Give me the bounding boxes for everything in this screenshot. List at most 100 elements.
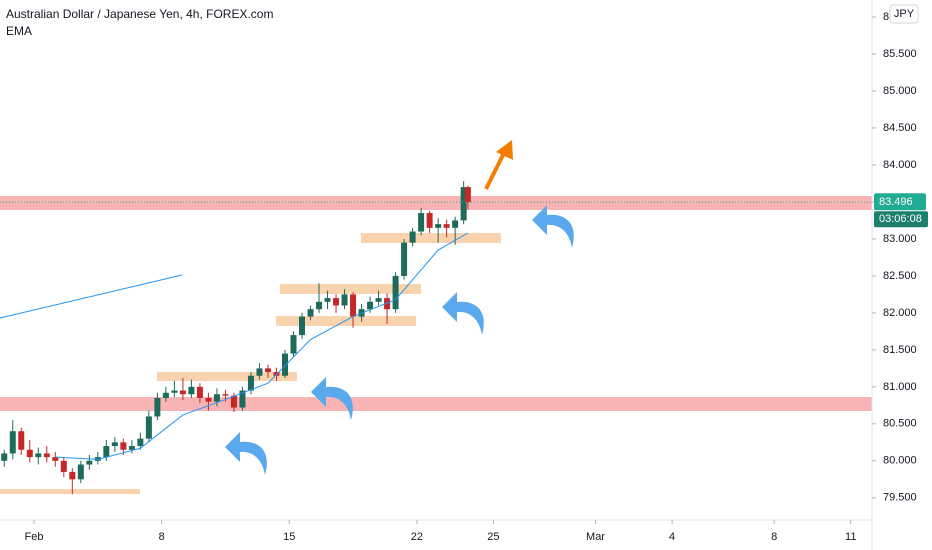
candle-body	[281, 353, 288, 376]
candle-body	[460, 187, 467, 221]
y-tick-label: 80.000	[883, 455, 917, 467]
support-zone	[0, 397, 872, 411]
candle-body	[384, 298, 391, 310]
candle-body	[188, 386, 195, 395]
y-tick-label: 79.500	[883, 492, 917, 504]
candle-body	[86, 460, 93, 465]
candle-body	[171, 390, 178, 393]
curved-arrow	[311, 377, 353, 420]
resistance-zone	[0, 196, 872, 210]
candle-body	[162, 392, 169, 398]
up-arrow	[484, 152, 506, 190]
candle-body	[18, 431, 25, 450]
candle-body	[196, 386, 203, 398]
curved-arrow	[225, 432, 267, 475]
candle-body	[401, 242, 408, 276]
candle-body	[179, 390, 186, 395]
up-arrow-head	[496, 140, 513, 160]
candle-body	[239, 390, 246, 408]
candle-body	[137, 438, 144, 447]
candle-body	[26, 449, 33, 458]
y-tick-label: 85.000	[883, 85, 917, 97]
candle-body	[69, 471, 76, 480]
candle-body	[409, 231, 416, 243]
candle-body	[256, 368, 263, 376]
ema-line	[55, 232, 469, 460]
last-price-label: 83.496	[879, 196, 913, 208]
y-tick-label: 81.500	[883, 344, 917, 356]
candle-body	[205, 397, 212, 402]
candle-body	[350, 294, 357, 317]
candle-body	[128, 446, 135, 450]
y-tick-label: 83.000	[883, 233, 917, 245]
drawings	[0, 140, 872, 494]
candle-body	[222, 394, 229, 396]
candle-body	[9, 431, 16, 454]
x-tick-label: 8	[159, 531, 165, 543]
candle-body	[341, 294, 348, 306]
x-tick-label: 8	[771, 531, 777, 543]
range-box	[0, 489, 140, 494]
candle-body	[103, 446, 110, 458]
countdown-box	[874, 211, 928, 228]
candle-body	[1, 453, 8, 461]
curved-arrow	[532, 205, 574, 248]
currency-label: JPY	[894, 8, 915, 20]
candle-body	[120, 442, 127, 450]
range-box	[280, 284, 421, 294]
last-price-box	[874, 193, 926, 211]
y-tick-label: 80.500	[883, 418, 917, 430]
x-tick-label: 22	[411, 531, 423, 543]
y-tick-label: 81.000	[883, 381, 917, 393]
candle-body	[418, 213, 425, 232]
y-tick-label: 84.500	[883, 122, 917, 134]
candle-body	[307, 309, 314, 317]
range-box	[276, 316, 416, 326]
candle-body	[333, 298, 340, 306]
candle-body	[154, 397, 161, 417]
countdown-label: 03:06:08	[879, 213, 922, 225]
range-box	[157, 372, 297, 381]
x-tick-label: Feb	[25, 531, 44, 543]
candle-body	[35, 453, 42, 458]
y-tick-label: 85.500	[883, 48, 917, 60]
x-tick-label: 11	[845, 531, 856, 543]
candle-body	[60, 460, 67, 472]
candle-body	[230, 395, 237, 408]
range-box	[361, 233, 501, 243]
y-tick-label: 84.000	[883, 159, 917, 171]
candle-body	[316, 301, 323, 310]
y-tick-label: 82.500	[883, 270, 917, 282]
candle-body	[264, 368, 271, 373]
candle-body	[367, 301, 374, 310]
candle-body	[247, 375, 254, 391]
y-tick-label: 82.000	[883, 307, 917, 319]
curved-arrow	[442, 292, 484, 335]
candle-body	[452, 220, 459, 228]
x-tick-label: Mar	[586, 531, 605, 543]
candle-body	[111, 442, 118, 447]
arrows	[225, 205, 574, 475]
currency-button[interactable]	[889, 4, 919, 24]
candle-body	[43, 453, 50, 458]
chart-title: Australian Dollar / Japanese Yen, 4h, FO…	[6, 7, 273, 21]
candle-body	[375, 298, 382, 302]
x-tick-label: 25	[487, 531, 499, 543]
trend-line	[0, 274, 183, 319]
candle-body	[145, 416, 152, 439]
candle-body	[52, 457, 59, 461]
candle-body	[324, 298, 331, 302]
candle-body	[77, 464, 84, 480]
candle-body	[290, 335, 297, 354]
candle-body	[392, 275, 399, 310]
candle-body	[443, 224, 450, 228]
x-tick-label: 4	[669, 531, 675, 543]
x-tick-label: 15	[283, 531, 295, 543]
candle-body	[464, 187, 471, 203]
candle-body	[435, 224, 442, 228]
indicator-label: EMA	[6, 24, 32, 38]
candle-body	[213, 394, 220, 402]
candle-body	[426, 213, 433, 228]
candle-body	[299, 316, 306, 336]
